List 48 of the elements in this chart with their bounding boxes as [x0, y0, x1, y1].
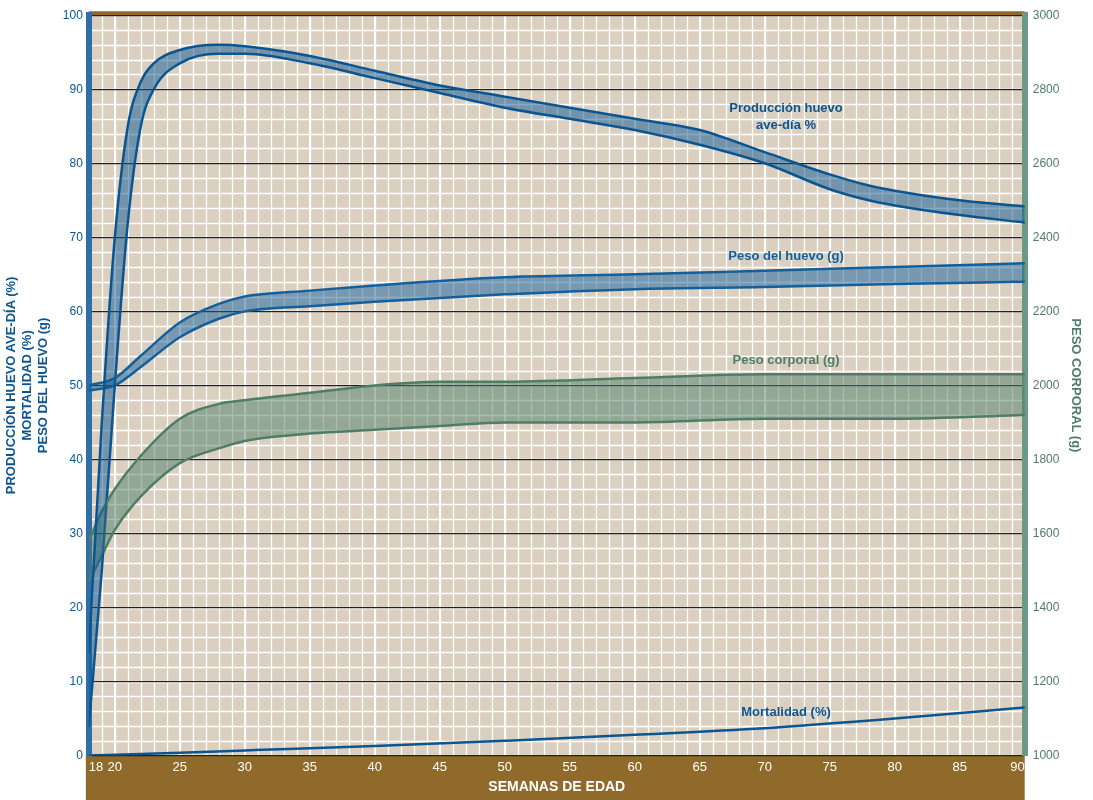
x-tick-label: 65	[692, 758, 707, 774]
line-series	[88, 413, 1025, 583]
annotation: Producción huevo ave-día %	[729, 100, 843, 133]
x-tick-label: 70	[757, 758, 772, 774]
y2-axis-title: PESO CORPORAL (g)	[1068, 318, 1084, 453]
x-axis-title: SEMANAS DE EDAD	[488, 778, 626, 795]
x-tick-label: 30	[237, 758, 253, 774]
x-tick-label: 55	[562, 758, 577, 774]
x-tick-label: 80	[887, 758, 902, 774]
y-tick-label: 70	[69, 229, 84, 244]
y-tick-label: 20	[69, 599, 84, 614]
y2-tick-label: 1000	[1032, 747, 1060, 762]
x-tick-label: 50	[497, 758, 512, 774]
y-tick-label: 50	[69, 377, 84, 392]
y-axis-title: PRODUCCIÓN HUEVO AVE-DÍA (%) MORTALIDAD (%) PESO DEL HUEVO (g)	[3, 276, 50, 495]
x-tick-label: 25	[172, 758, 188, 774]
y-tick-label: 30	[69, 525, 84, 540]
y-tick-label: 60	[69, 303, 84, 318]
y-tick-label: 10	[69, 673, 84, 688]
y2-tick-label: 2600	[1032, 155, 1060, 170]
line-series	[88, 373, 1025, 543]
x-tick-label: 20	[107, 758, 123, 774]
y-tick-label: 80	[69, 155, 84, 170]
x-tick-label: 40	[367, 758, 383, 774]
y2-tick-label: 2400	[1032, 229, 1060, 244]
x-tick-label: 75	[822, 758, 837, 774]
y-tick-label: 90	[69, 81, 84, 96]
line-series	[88, 706, 1025, 756]
y2-tick-label: 1400	[1032, 599, 1060, 614]
x-tick-label: 35	[302, 758, 318, 774]
x-tick-label: 90	[1010, 758, 1025, 774]
y2-tick-label: 2800	[1032, 81, 1060, 96]
x-tick-label: 60	[627, 758, 642, 774]
y-tick-label: 40	[69, 451, 84, 466]
y2-tick-label: 2200	[1032, 303, 1060, 318]
annotation: Peso del huevo (g)	[728, 247, 844, 263]
x-tick-label: 85	[952, 758, 967, 774]
y-tick-label: 100	[62, 7, 84, 22]
y2-tick-label: 1800	[1032, 451, 1060, 466]
y2-tick-label: 1600	[1032, 525, 1060, 540]
x-tick-label: 45	[432, 758, 448, 774]
y2-tick-label: 3000	[1032, 7, 1060, 22]
annotation: Peso corporal (g)	[732, 351, 840, 367]
y2-tick-label: 1200	[1032, 673, 1060, 688]
annotation: Mortalidad (%)	[741, 704, 831, 720]
x-tick-label: 18	[88, 758, 104, 774]
y-tick-label: 0	[76, 747, 84, 762]
y2-tick-label: 2000	[1032, 377, 1060, 392]
